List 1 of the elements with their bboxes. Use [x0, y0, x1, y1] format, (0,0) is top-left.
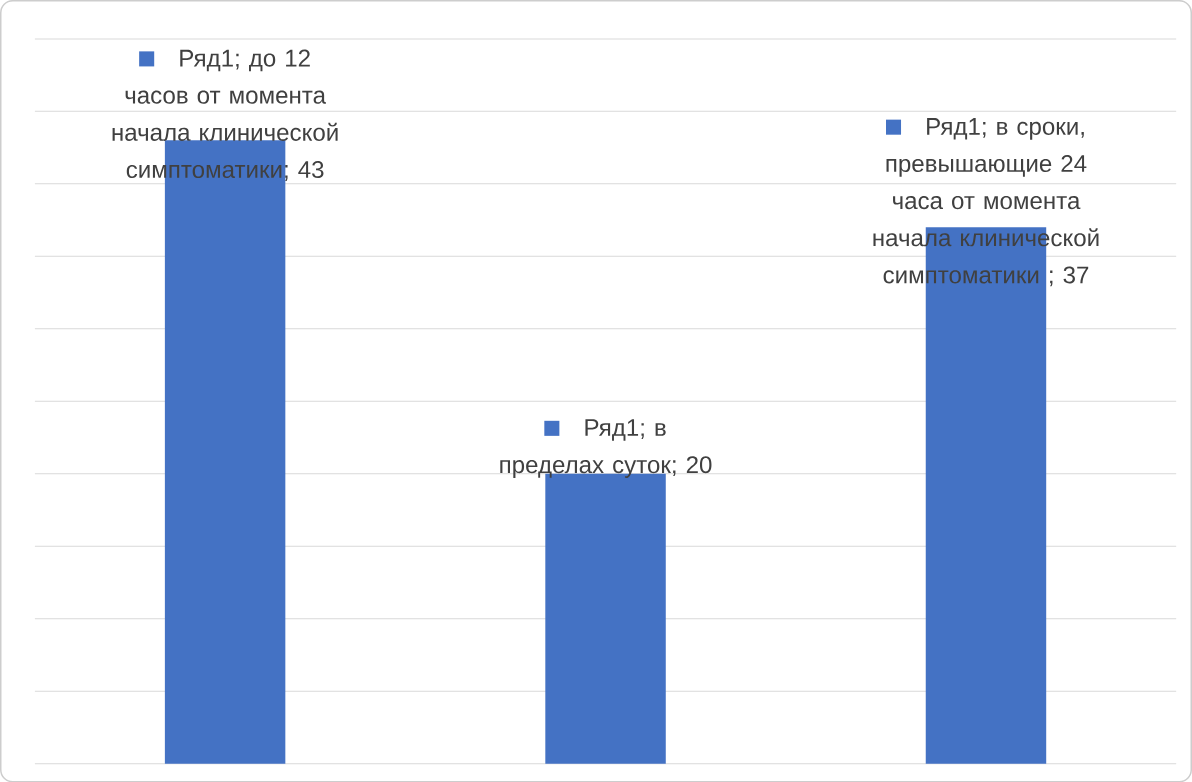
data-label: Ряд1; в пределах суток; 20: [500, 419, 712, 478]
